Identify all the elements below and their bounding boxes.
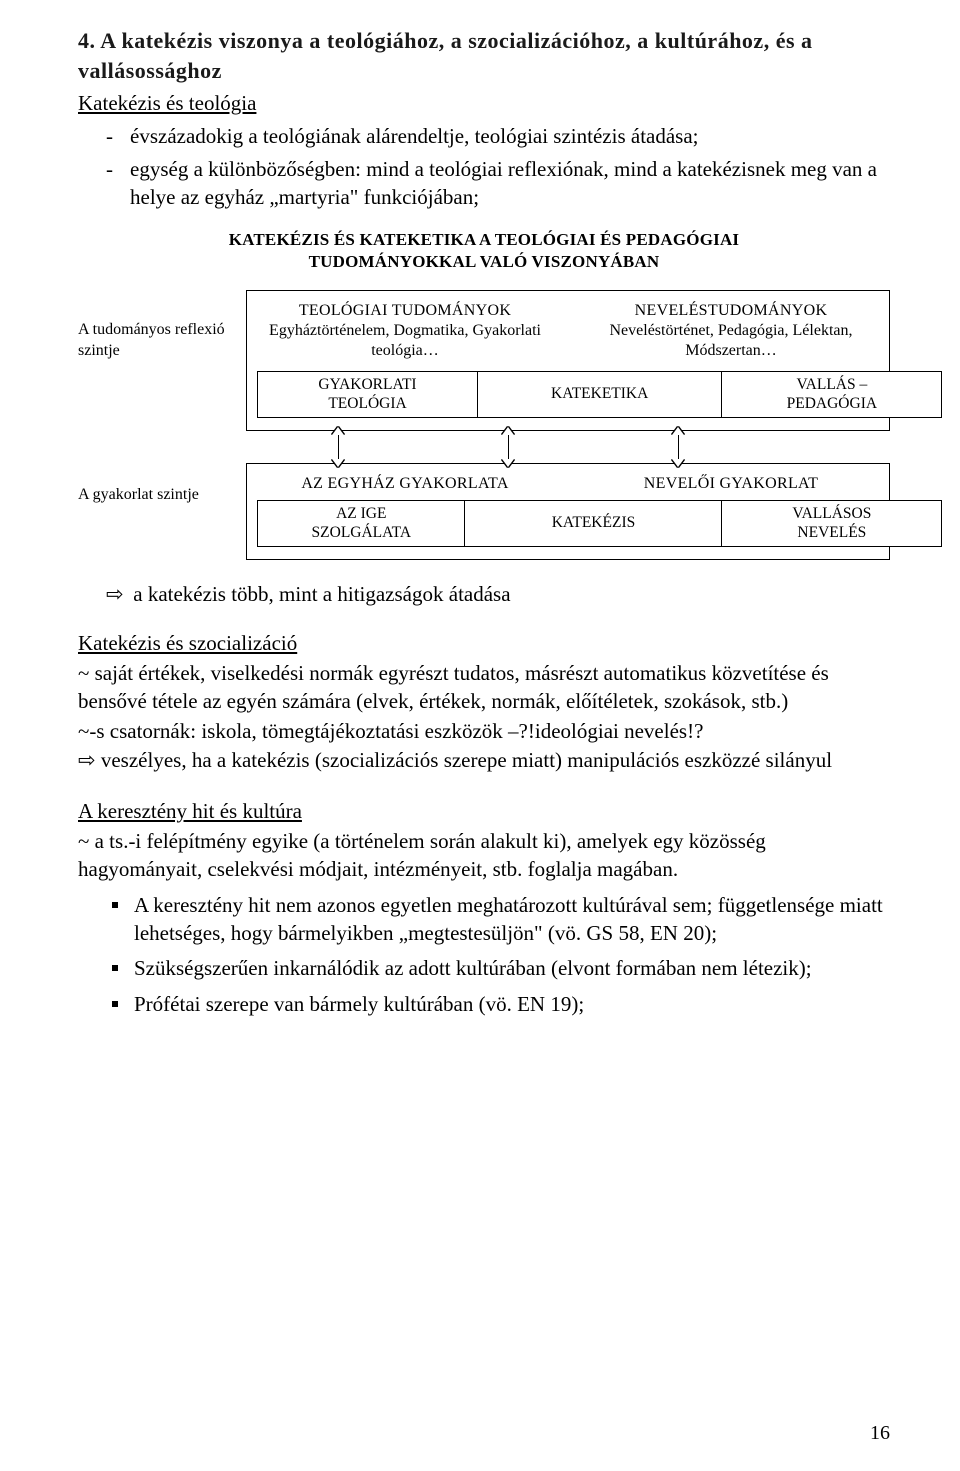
- diagram-subbox-line: AZ IGE: [336, 505, 386, 522]
- diagram-subbox-line: NEVELÉS: [797, 524, 866, 541]
- diagram: KATEKÉZIS ÉS KATEKETIKA A TEOLÓGIAI ÉS P…: [78, 229, 890, 560]
- subsection-title-1: Katekézis és teológia: [78, 91, 890, 116]
- diagram-subbox: VALLÁS – PEDAGÓGIA: [721, 371, 942, 418]
- diagram-col-sub: Egyháztörténelem, Dogmatika, Gyakorlati …: [257, 321, 553, 361]
- list-sec1: évszázadokig a teológiának alárendeltje,…: [106, 122, 890, 211]
- diagram-connectors: [248, 429, 960, 465]
- diagram-left-label-bottom: A gyakorlat szintje: [78, 463, 228, 560]
- list-sec3: A keresztény hit nem azonos egyetlen meg…: [106, 892, 890, 1020]
- diagram-subbox-line: TEOLÓGIA: [328, 395, 406, 412]
- diagram-subbox: GYAKORLATI TEOLÓGIA: [257, 371, 478, 418]
- paragraph: ~-s csatornák: iskola, tömegtájékoztatás…: [78, 718, 890, 746]
- subsection-title-2: Katekézis és szocializáció: [78, 631, 890, 656]
- list-item: Prófétai szerepe van bármely kultúrában …: [106, 991, 890, 1019]
- diagram-title-line: KATEKÉZIS ÉS KATEKETIKA A TEOLÓGIAI ÉS P…: [229, 230, 740, 249]
- diagram-subbox: AZ IGE SZOLGÁLATA: [257, 500, 466, 547]
- diagram-subbox-line: PEDAGÓGIA: [787, 395, 877, 412]
- paragraph: ~ a ts.-i felépítmény egyike (a történel…: [78, 828, 890, 883]
- connector-arrow-icon: [332, 427, 344, 435]
- paragraph-text: veszélyes, ha a katekézis (szocializáció…: [101, 748, 832, 772]
- diagram-title-line: TUDOMÁNYOKKAL VALÓ VISZONYÁBAN: [309, 252, 660, 271]
- diagram-col: NEVELÉSTUDOMÁNYOK Neveléstörténet, Pedag…: [583, 301, 879, 361]
- list-item: A keresztény hit nem azonos egyetlen meg…: [106, 892, 890, 948]
- paragraph: ⇨ veszélyes, ha a katekézis (szocializác…: [78, 747, 890, 775]
- connector-arrow-icon: [332, 459, 344, 467]
- diagram-subbox-line: VALLÁS –: [796, 376, 867, 393]
- diagram-col-title: NEVELÉSTUDOMÁNYOK: [583, 301, 879, 321]
- section-heading: 4. A katekézis viszonya a teológiához, a…: [78, 26, 890, 85]
- diagram-col: AZ EGYHÁZ GYAKORLATA: [257, 474, 553, 494]
- diagram-subbox-line: VALLÁSOS: [792, 505, 871, 522]
- list-item: évszázadokig a teológiának alárendeltje,…: [106, 122, 890, 150]
- paragraph: ~ saját értékek, viselkedési normák egyr…: [78, 660, 890, 715]
- subsection-title-3: A keresztény hit és kultúra: [78, 799, 890, 824]
- arrow-text: a katekézis több, mint a hitigazságok át…: [133, 582, 510, 606]
- page-number: 16: [870, 1422, 890, 1445]
- diagram-subbox-line: SZOLGÁLATA: [312, 524, 412, 541]
- diagram-col: TEOLÓGIAI TUDOMÁNYOK Egyháztörténelem, D…: [257, 301, 553, 361]
- list-item: Szükségszerűen inkarnálódik az adott kul…: [106, 955, 890, 983]
- connector-arrow-icon: [502, 427, 514, 435]
- arrow-statement: ⇨ a katekézis több, mint a hitigazságok …: [106, 582, 890, 607]
- diagram-subbox-line: GYAKORLATI: [318, 376, 416, 393]
- diagram-bottom-box: AZ EGYHÁZ GYAKORLATA NEVELŐI GYAKORLAT A…: [246, 463, 890, 560]
- diagram-col: NEVELŐI GYAKORLAT: [583, 474, 879, 494]
- diagram-col-sub: Neveléstörténet, Pedagógia, Lélektan, Mó…: [583, 321, 879, 361]
- diagram-col-title: AZ EGYHÁZ GYAKORLATA: [257, 474, 553, 494]
- arrow-icon: ⇨: [106, 582, 128, 607]
- diagram-subbox: KATEKÉZIS: [464, 500, 722, 547]
- diagram-col-title: NEVELŐI GYAKORLAT: [583, 474, 879, 494]
- diagram-left-label-top: A tudományos reflexió szintje: [78, 290, 228, 431]
- diagram-subbox: KATEKETIKA: [477, 371, 723, 418]
- connector-arrow-icon: [672, 459, 684, 467]
- diagram-col-title: TEOLÓGIAI TUDOMÁNYOK: [257, 301, 553, 321]
- arrow-icon: ⇨: [78, 748, 96, 772]
- connector-arrow-icon: [502, 459, 514, 467]
- list-item: egység a különbözőségben: mind a teológi…: [106, 155, 890, 212]
- diagram-top-box: TEOLÓGIAI TUDOMÁNYOK Egyháztörténelem, D…: [246, 290, 890, 431]
- diagram-title: KATEKÉZIS ÉS KATEKETIKA A TEOLÓGIAI ÉS P…: [78, 229, 890, 272]
- diagram-subbox: VALLÁSOS NEVELÉS: [721, 500, 942, 547]
- connector-arrow-icon: [672, 427, 684, 435]
